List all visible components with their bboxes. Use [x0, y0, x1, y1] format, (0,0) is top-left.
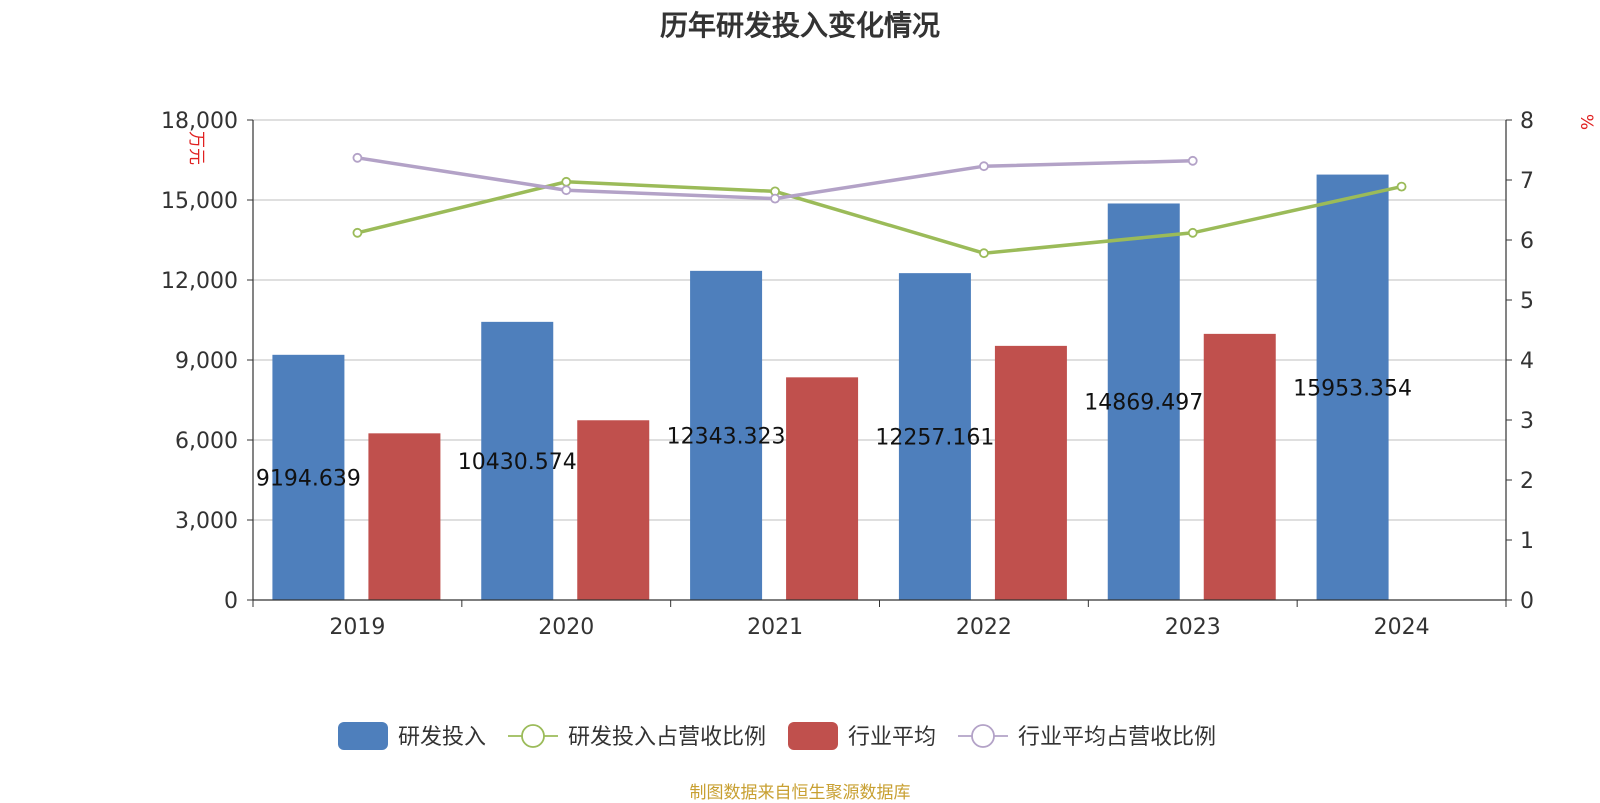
legend-swatch-marker: [521, 724, 545, 748]
y-left-tick-label: 6,000: [175, 429, 238, 454]
x-tick-label: 2022: [956, 615, 1012, 640]
bar-data-label: 15953.354: [1293, 376, 1412, 401]
bars-layer: [272, 174, 1389, 601]
legend-label: 行业平均占营收比例: [1018, 725, 1216, 750]
legend-swatch: [338, 722, 388, 750]
line-point: [352, 152, 363, 163]
bar-rd-investment: [481, 321, 554, 600]
x-tick-label: 2023: [1165, 615, 1221, 640]
line-point: [1187, 155, 1198, 166]
y-right-axis-title: %: [1576, 114, 1596, 130]
chart-title: 历年研发投入变化情况: [659, 9, 940, 42]
line-point: [1187, 227, 1198, 238]
bar-data-label: 9194.639: [256, 466, 361, 491]
grid-lines: [253, 119, 1506, 521]
y-right-tick-label: 4: [1520, 349, 1534, 374]
y-right-tick-label: 0: [1520, 589, 1534, 614]
y-left-tick-label: 3,000: [175, 509, 238, 534]
line-point: [561, 185, 572, 196]
bar-industry-average: [1203, 333, 1276, 600]
y-right-tick-label: 7: [1520, 169, 1534, 194]
y-right-tick-label: 8: [1520, 109, 1534, 134]
bar-rd-investment: [272, 354, 345, 600]
legend-swatch-marker: [971, 724, 995, 748]
bar-rd-investment: [1107, 203, 1180, 600]
y-left-tick-label: 15,000: [161, 189, 238, 214]
source-note: 制图数据来自恒生聚源数据库: [689, 783, 911, 803]
y-right-tick-label: 6: [1520, 229, 1534, 254]
lines-layer: [352, 152, 1407, 259]
y-right-tick-label: 5: [1520, 289, 1534, 314]
bar-industry-average: [577, 420, 650, 600]
bar-industry-average: [994, 345, 1067, 600]
x-tick-label: 2021: [747, 615, 803, 640]
y-left-tick-label: 18,000: [161, 109, 238, 134]
legend-swatch: [788, 722, 838, 750]
line-point: [770, 193, 780, 204]
y-right-tick-label: 3: [1520, 409, 1534, 434]
bar-rd-investment: [1316, 174, 1389, 601]
legend-label: 研发投入: [398, 725, 486, 750]
bar-rd-investment: [898, 273, 971, 600]
y-left-tick-label: 12,000: [161, 269, 238, 294]
bar-industry-average: [786, 377, 859, 600]
bar-data-label: 12257.161: [875, 426, 994, 451]
bar-rd-investment: [690, 270, 763, 600]
line-point: [1396, 181, 1407, 192]
y-left-tick-label: 0: [224, 589, 238, 614]
line-point: [561, 176, 572, 187]
y-left-axis-title: 万元: [186, 131, 206, 165]
bar-data-label: 12343.323: [667, 424, 786, 449]
y-right-tick-label: 1: [1520, 529, 1534, 554]
legend: 研发投入 研发投入占营收比例 行业平均 行业平均占营收比例: [338, 722, 1216, 750]
legend-label: 行业平均: [848, 725, 936, 750]
x-tick-label: 2024: [1374, 615, 1430, 640]
bar-data-label: 14869.497: [1084, 391, 1203, 416]
legend-label: 研发投入占营收比例: [568, 725, 766, 750]
line-point: [979, 248, 989, 259]
x-tick-label: 2019: [329, 615, 385, 640]
y-right-tick-label: 2: [1520, 469, 1534, 494]
line-point: [352, 227, 363, 238]
y-left-tick-label: 9,000: [175, 349, 238, 374]
x-tick-label: 2020: [538, 615, 594, 640]
bar-industry-average: [368, 433, 441, 600]
axes-layer: 0 3,000 6,000 9,000 12,000 15,000 18,000 0 1 2 3 4 5…: [161, 109, 1596, 640]
line-rd-ratio: [357, 180, 1402, 255]
bar-data-label: 10430.574: [458, 450, 577, 475]
data-labels-layer: 9194.639 10430.574 12343.323 12257.161 14869…: [256, 376, 1412, 491]
line-point: [979, 161, 989, 172]
